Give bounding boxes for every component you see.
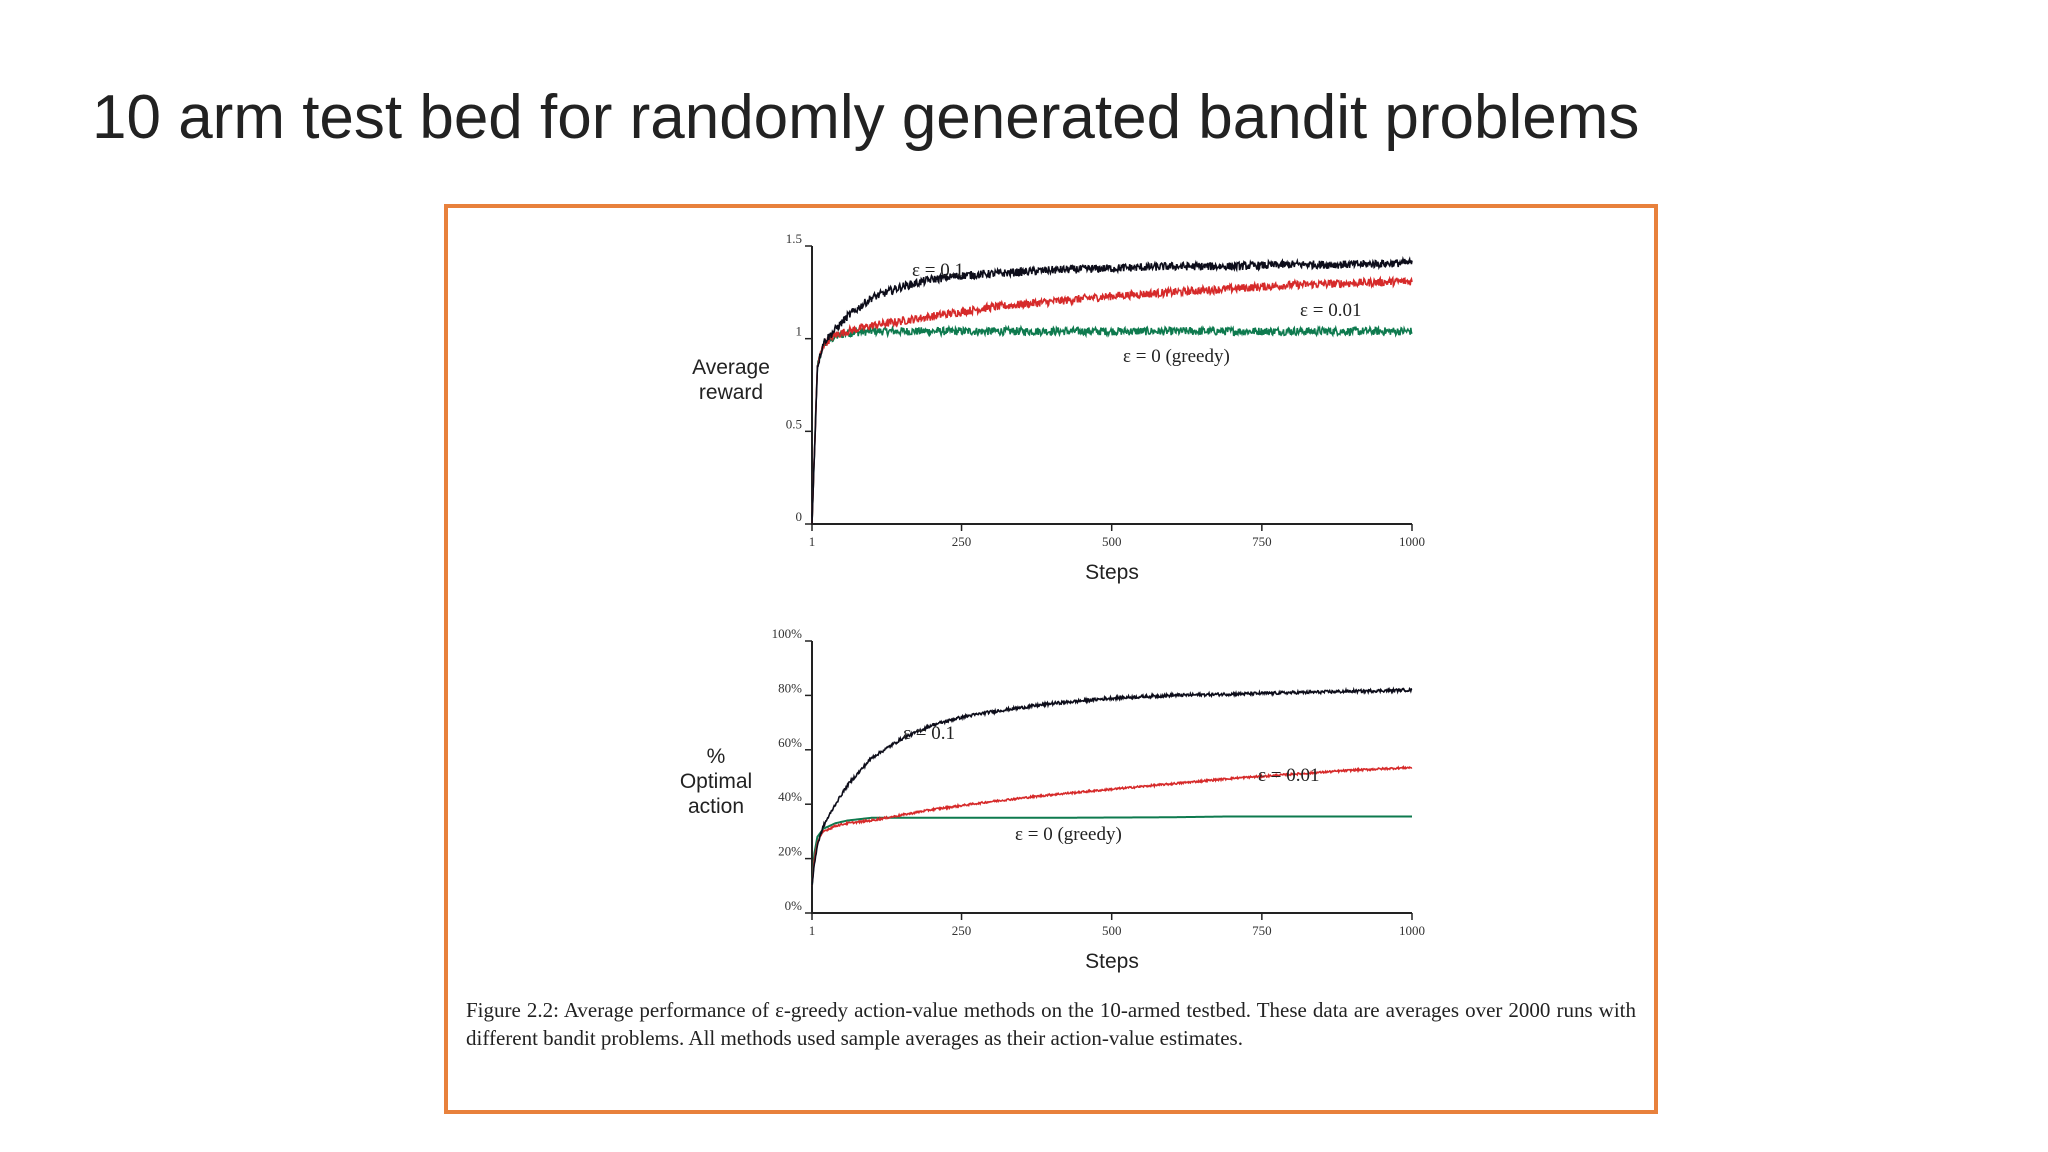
series-label-eps-0-1: ε = 0.1 (903, 723, 955, 744)
y-tick-label: 0% (785, 898, 803, 913)
y-tick-label: 20% (778, 844, 802, 859)
y-tick-label: 60% (778, 735, 802, 750)
y-tick-label: 0 (796, 509, 803, 524)
series-label-eps-0-greedy: ε = 0 (greedy) (1123, 346, 1230, 367)
figure-frame: 1 250 500 750 1000 0 0.5 1 1.5 Steps Average reward… (444, 204, 1658, 1114)
axes (811, 641, 1412, 914)
slide-title: 10 arm test bed for randomly generated b… (92, 83, 1640, 152)
series-label-eps-0-1: ε = 0.1 (912, 260, 964, 281)
x-tick-label: 1000 (1399, 923, 1425, 938)
x-axis-title: Steps (1085, 950, 1139, 973)
y-axis-title: reward (699, 381, 763, 404)
x-tick-label: 750 (1252, 923, 1272, 938)
series-line-eps-0-1 (811, 255, 1413, 525)
y-axis-title: Optimal (680, 770, 752, 793)
y-tick-label: 80% (778, 680, 802, 695)
x-tick-label: 750 (1252, 534, 1272, 549)
x-tick-label: 500 (1102, 534, 1122, 549)
series-line-eps-0-1 (811, 686, 1413, 886)
average-reward-chart: 1 250 500 750 1000 0 0.5 1 1.5 Steps Averagereward… (692, 231, 1425, 584)
series-line-eps-0-01 (811, 275, 1413, 525)
series-label-eps-0-greedy: ε = 0 (greedy) (1015, 824, 1122, 845)
x-tick-label: 250 (952, 923, 972, 938)
y-tick-label: 1 (796, 324, 803, 339)
y-tick-label: 40% (778, 789, 802, 804)
series-line-eps-0-01 (811, 764, 1413, 886)
y-axis-title: Average (692, 356, 770, 379)
x-tick-label: 1 (809, 534, 816, 549)
x-tick-label: 250 (952, 534, 972, 549)
x-tick-label: 500 (1102, 923, 1122, 938)
x-axis-title: Steps (1085, 561, 1139, 584)
y-axis-title: action (688, 795, 744, 818)
figure-caption: Figure 2.2: Average performance of ε-gre… (466, 998, 1636, 1050)
series-label-eps-0-01: ε = 0.01 (1258, 765, 1319, 786)
x-tick-label: 1000 (1399, 534, 1425, 549)
series-line-eps-0-greedy (811, 324, 1413, 525)
x-tick-label: 1 (809, 923, 816, 938)
series-label-eps-0-01: ε = 0.01 (1300, 300, 1361, 321)
y-axis-title: % (707, 745, 726, 768)
y-tick-label: 100% (772, 626, 803, 641)
y-tick-label: 1.5 (786, 231, 802, 246)
series-line-eps-0-greedy (811, 815, 1412, 886)
y-tick-label: 0.5 (786, 416, 802, 431)
optimal-action-chart: 1 250 500 750 1000 0% 20% 40% 60% 80% 100% Steps%Op… (680, 626, 1425, 973)
